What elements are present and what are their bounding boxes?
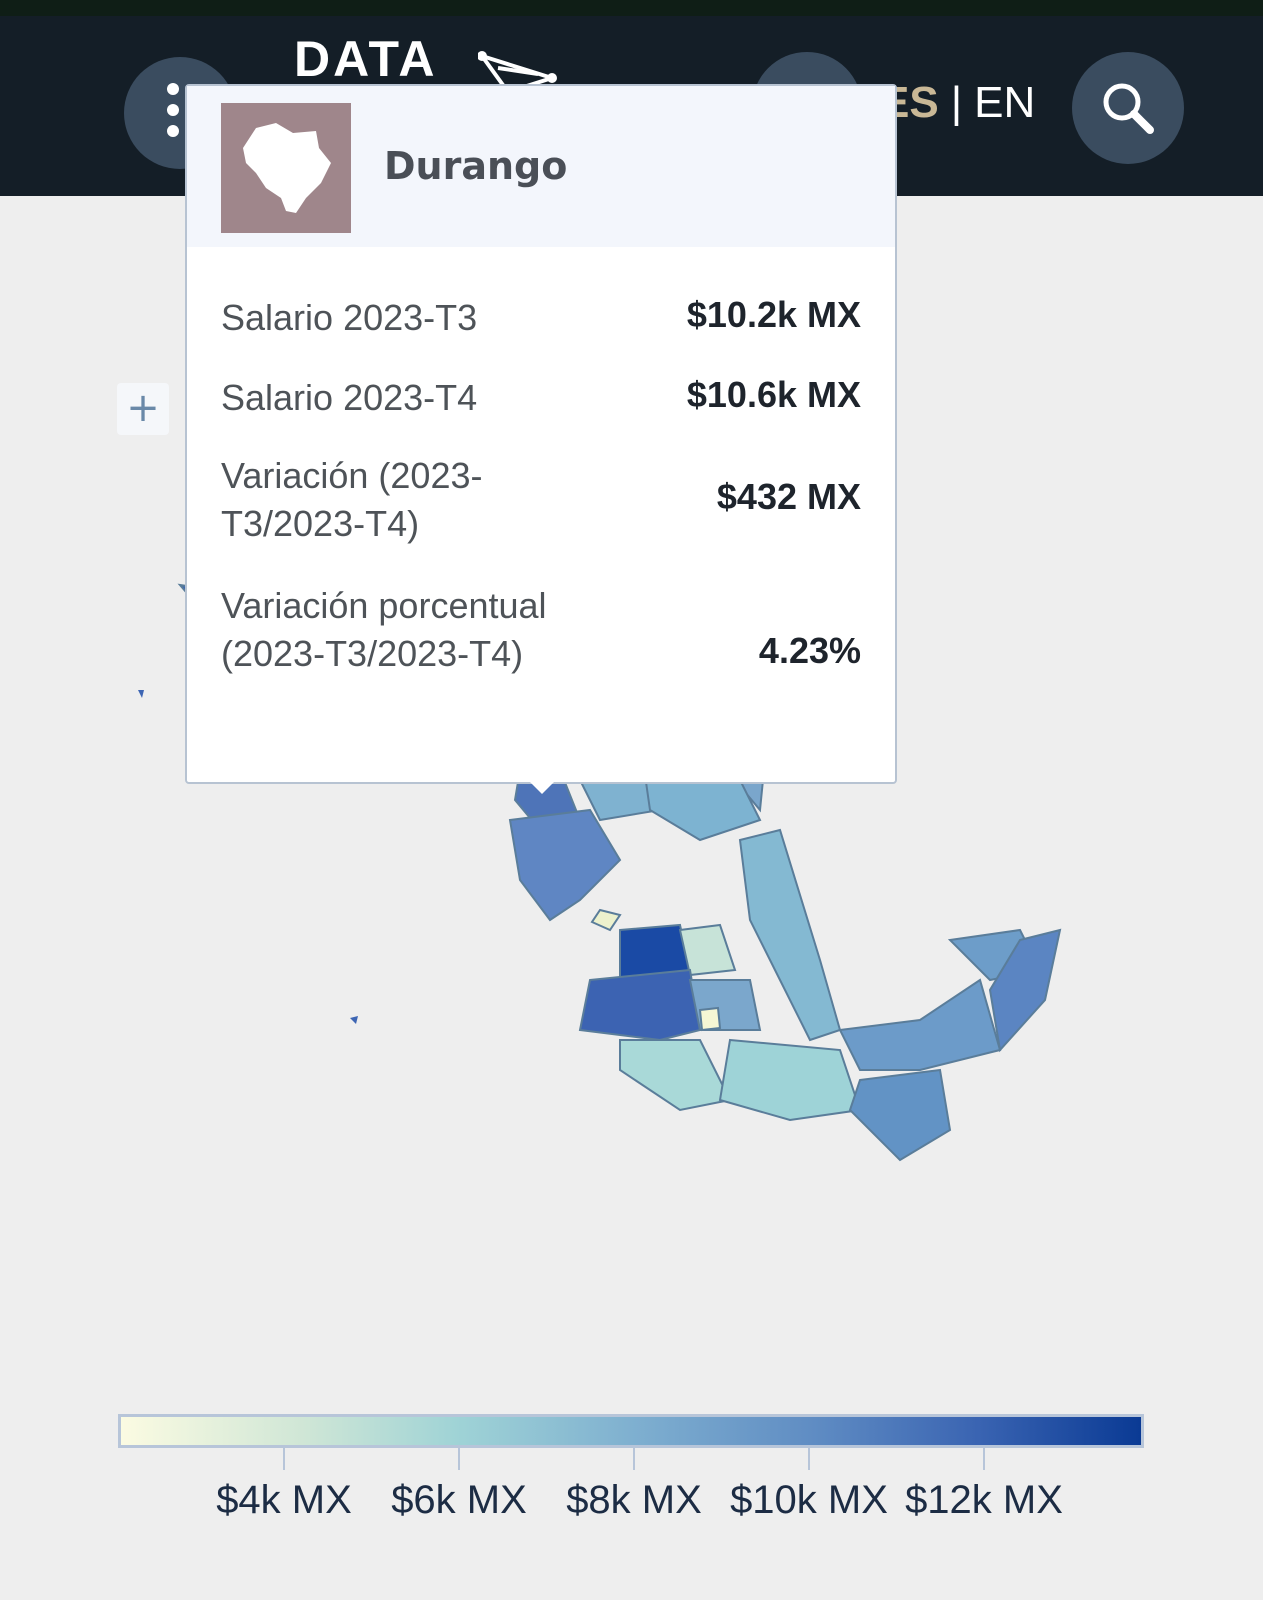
lang-en-link[interactable]: EN xyxy=(974,78,1036,127)
tooltip-pointer xyxy=(524,776,560,794)
tooltip-row-value: $432 MX xyxy=(716,476,861,517)
map-state-michoacan xyxy=(578,968,702,1042)
tooltip-row-value: $10.6k MX xyxy=(686,374,861,415)
map-state-quintana-roo xyxy=(988,928,1062,1053)
legend-tick-label: $8k MX xyxy=(566,1478,702,1522)
durango-silhouette-icon xyxy=(243,123,331,213)
map-state-veracruz xyxy=(738,828,842,1042)
tooltip-header: Durango xyxy=(187,86,895,247)
legend-tick-label: $10k MX xyxy=(730,1478,888,1522)
legend-tick xyxy=(633,1448,635,1470)
legend-tick-label: $4k MX xyxy=(216,1478,352,1522)
legend-tick-label: $6k MX xyxy=(391,1478,527,1522)
site-logo-text[interactable]: DATA xyxy=(294,31,438,87)
legend-tick xyxy=(808,1448,810,1470)
state-name: Durango xyxy=(384,144,568,188)
search-icon xyxy=(1103,83,1154,134)
tooltip-row-value: 4.23% xyxy=(758,630,861,671)
legend-tick xyxy=(983,1448,985,1470)
map-state-oaxaca xyxy=(718,1038,862,1122)
legend-tick xyxy=(458,1448,460,1470)
map-state-aguascalientes xyxy=(590,908,622,932)
tooltip-row-label: Salario 2023-T3 xyxy=(221,297,478,338)
map-island xyxy=(138,690,144,698)
tooltip-row: Variación (2023-T3/2023-T4) $432 MX xyxy=(221,452,861,552)
search-button[interactable] xyxy=(1072,52,1184,164)
map-state-chiapas xyxy=(848,1068,952,1162)
tooltip-row: Salario 2023-T4 $10.6k MX xyxy=(221,374,861,424)
lang-separator: | xyxy=(950,78,963,127)
tooltip-row: Variación porcentual (2023-T3/2023-T4) 4… xyxy=(221,582,861,728)
tooltip-row-value: $10.2k MX xyxy=(686,294,861,335)
tooltip-row-label: Variación (2023-T3/2023-T4) xyxy=(221,455,483,544)
legend-tick xyxy=(283,1448,285,1470)
map-state-guerrero xyxy=(619,1039,732,1112)
tooltip-row-label: Variación porcentual (2023-T3/2023-T4) xyxy=(221,585,547,674)
map-state-jalisco xyxy=(508,808,622,922)
status-strip xyxy=(0,0,1263,16)
map-state-tabasco-campeche xyxy=(838,978,1002,1071)
state-tooltip: Durango Salario 2023-T3 $10.2k MX Salari… xyxy=(185,84,897,784)
state-thumbnail xyxy=(221,103,351,233)
map-island xyxy=(350,1016,358,1024)
tooltip-row-label: Salario 2023-T4 xyxy=(221,377,478,418)
legend-tick-label: $12k MX xyxy=(905,1478,1063,1522)
map-state-cdmx xyxy=(698,1006,722,1032)
color-legend-bar xyxy=(118,1414,1144,1448)
zoom-in-button[interactable]: + xyxy=(117,383,169,435)
language-switcher: ES | EN xyxy=(880,78,1035,128)
map-state-queretaro xyxy=(678,923,737,977)
tooltip-row: Salario 2023-T3 $10.2k MX xyxy=(221,294,861,344)
kebab-menu-icon xyxy=(167,83,179,146)
